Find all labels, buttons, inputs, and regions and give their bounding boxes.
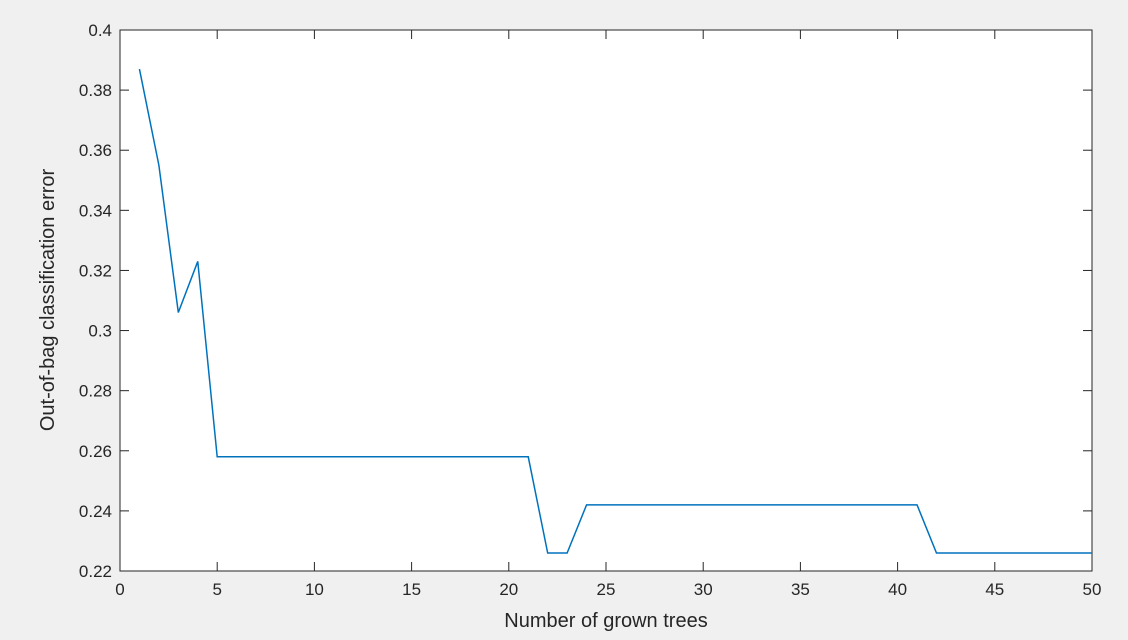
y-tick-label: 0.32 (79, 261, 112, 280)
x-tick-label: 45 (985, 580, 1004, 599)
x-tick-label: 35 (791, 580, 810, 599)
y-tick-label: 0.4 (88, 21, 112, 40)
x-tick-label: 20 (499, 580, 518, 599)
x-tick-label: 0 (115, 580, 124, 599)
y-axis-label: Out-of-bag classification error (37, 169, 59, 432)
series-layer (138, 68, 1092, 554)
series-line (138, 68, 1092, 554)
y-tick-label: 0.26 (79, 442, 112, 461)
y-tick-label: 0.24 (79, 502, 112, 521)
x-tick-label: 40 (888, 580, 907, 599)
y-tick-label: 0.36 (79, 141, 112, 160)
y-tick-label: 0.3 (88, 322, 112, 341)
plot-area (119, 29, 1093, 572)
x-axis-label: Number of grown trees (504, 610, 707, 632)
x-tick-label: 25 (597, 580, 616, 599)
y-axis-ticks: 0.22 0.24 0.26 0.28 0.3 0.32 0.34 0.36 0.38 0.4 (79, 21, 1092, 581)
x-tick-label: 10 (305, 580, 324, 599)
y-tick-label: 0.34 (79, 201, 112, 220)
x-tick-label: 50 (1083, 580, 1102, 599)
x-tick-label: 5 (212, 580, 221, 599)
x-axis-ticks: 0 5 10 15 20 25 30 35 40 45 50 (115, 30, 1101, 599)
y-tick-label: 0.22 (79, 562, 112, 581)
y-tick-label: 0.28 (79, 382, 112, 401)
y-tick-label: 0.38 (79, 81, 112, 100)
x-tick-label: 15 (402, 580, 421, 599)
x-tick-label: 30 (694, 580, 713, 599)
